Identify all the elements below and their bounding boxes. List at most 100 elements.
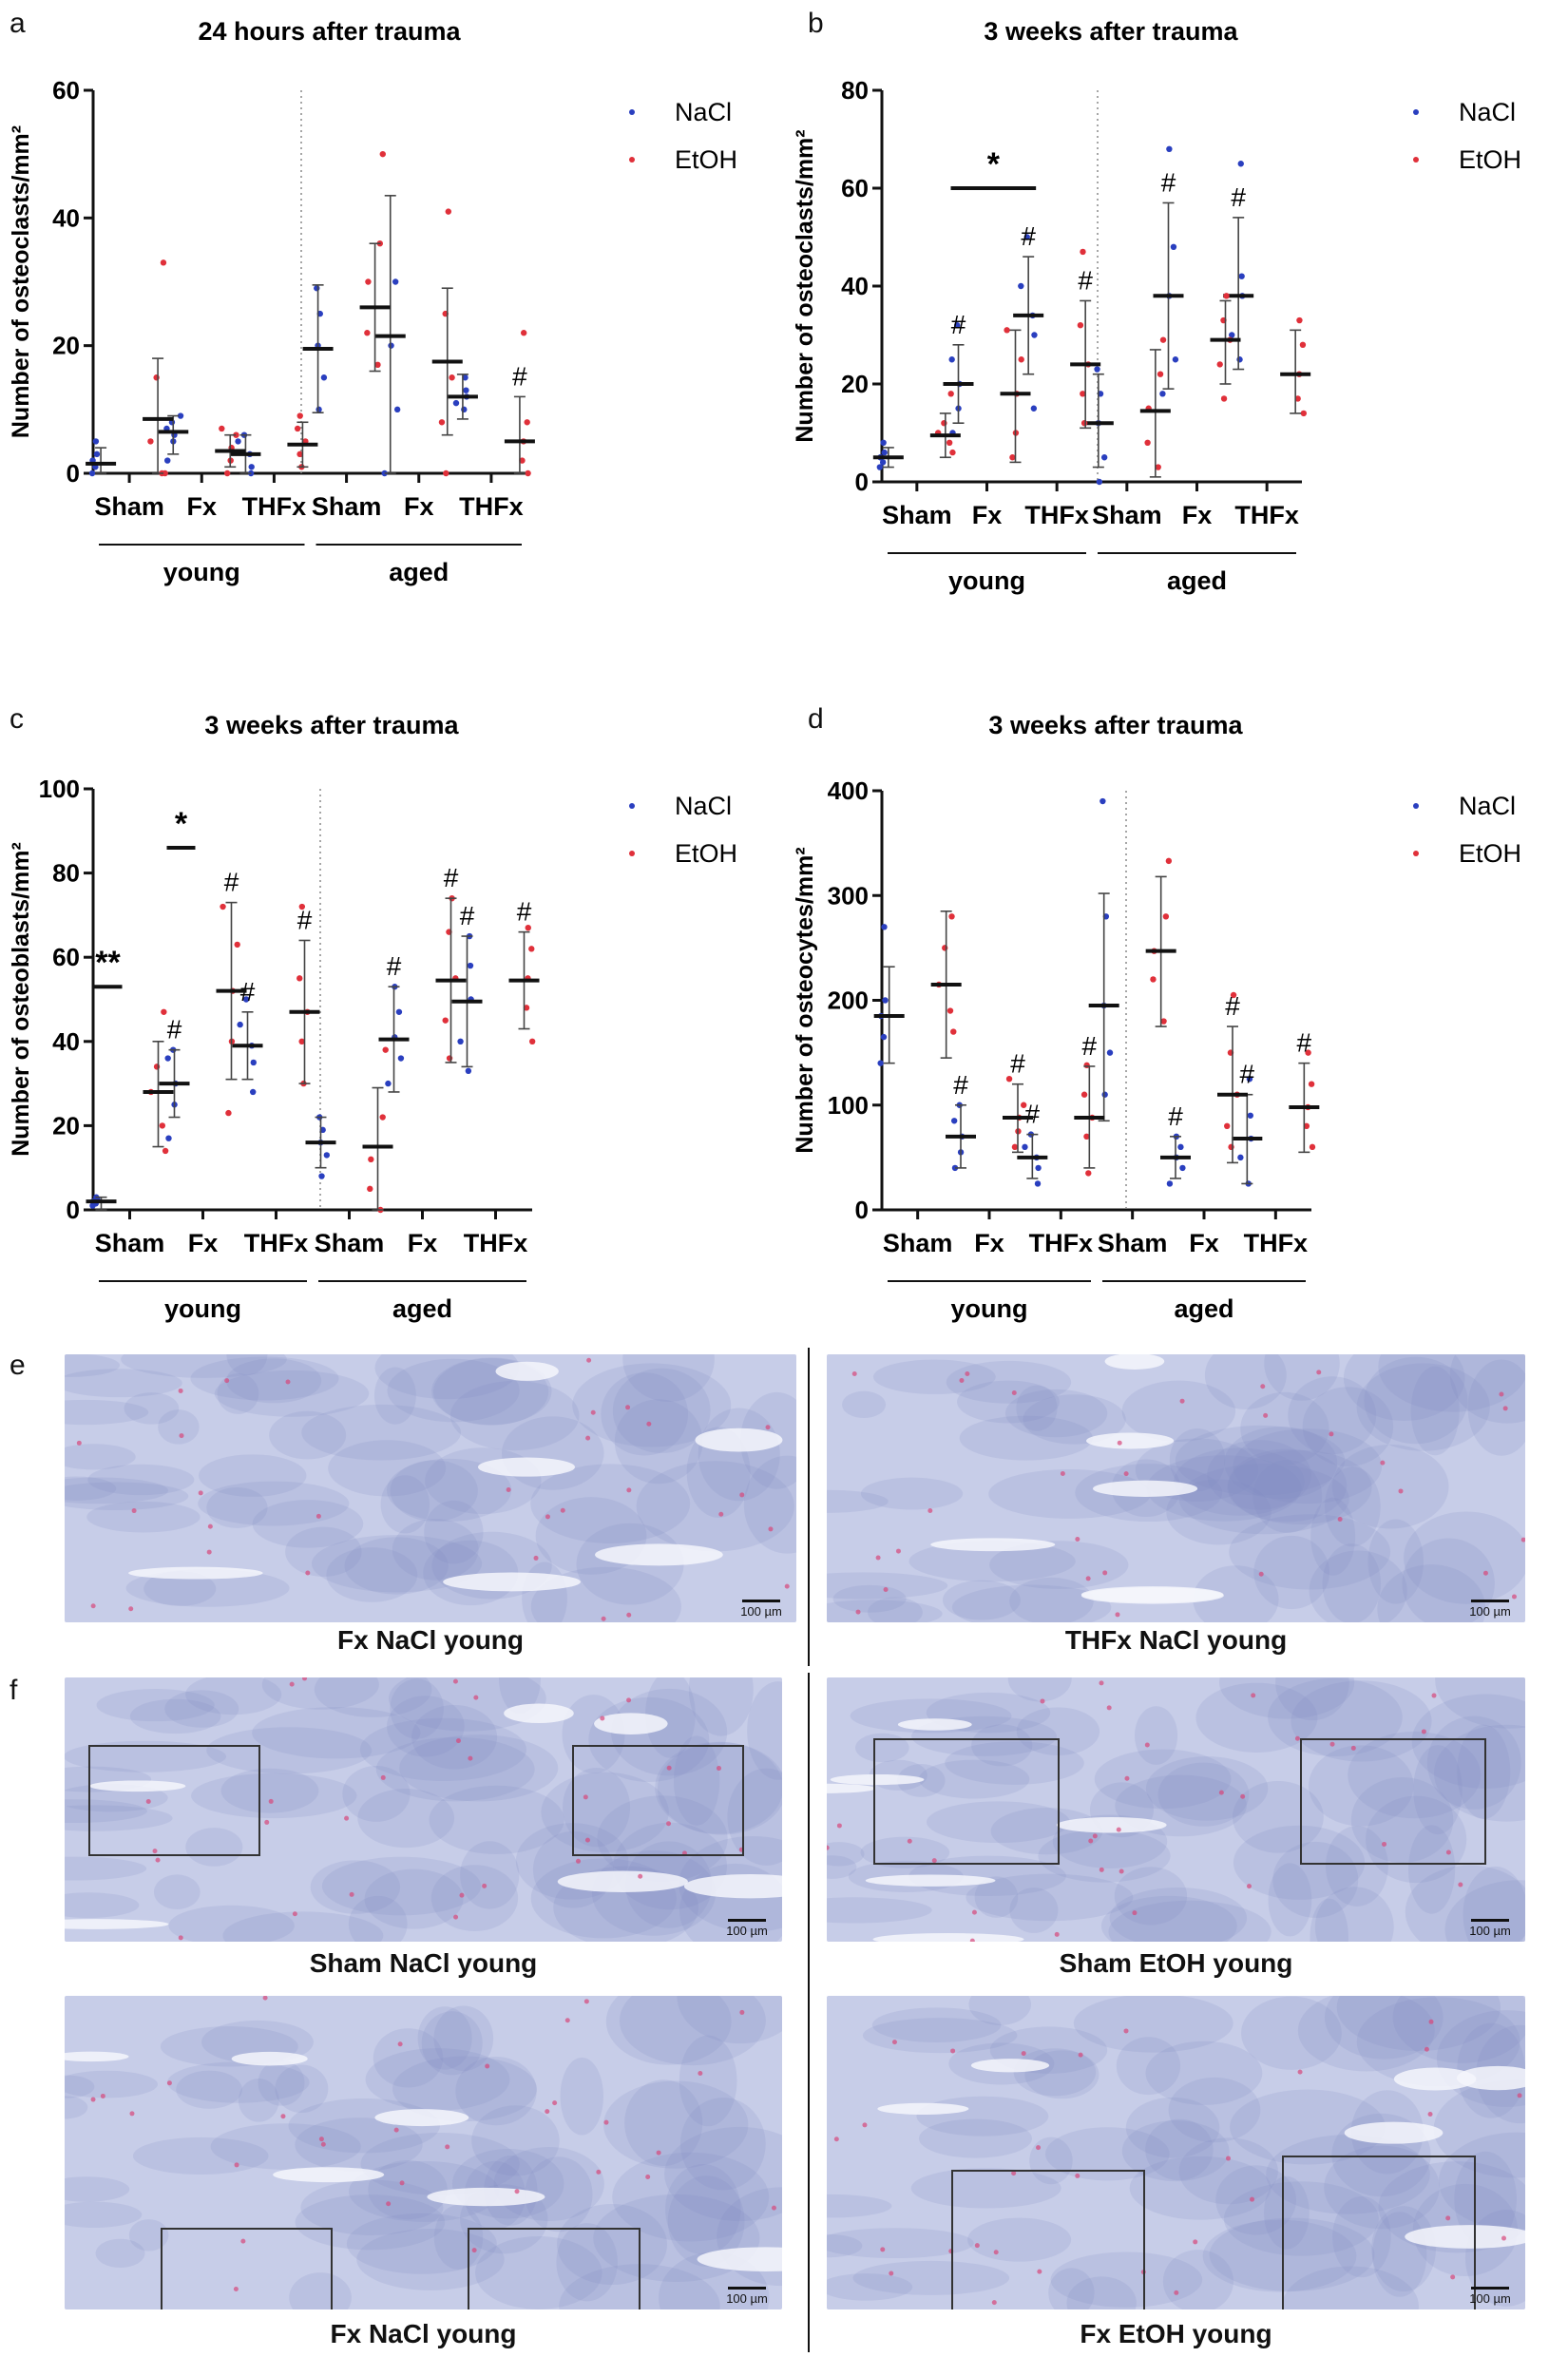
tissue-region xyxy=(1145,2118,1214,2181)
tissue-region xyxy=(916,2096,1049,2137)
tissue-region xyxy=(1463,1866,1525,1942)
data-point xyxy=(1166,145,1173,152)
tissue-region xyxy=(348,2160,500,2222)
data-point xyxy=(379,150,386,158)
stain-spot xyxy=(1106,1705,1112,1711)
stain-spot xyxy=(397,2041,403,2047)
y-tick-label: 20 xyxy=(841,370,869,398)
tissue-region xyxy=(301,1404,462,1461)
tissue-region xyxy=(258,2060,305,2106)
tissue-region xyxy=(289,2272,352,2309)
tissue-region xyxy=(1343,1354,1465,1421)
tissue-region xyxy=(612,2152,770,2242)
data-point xyxy=(1299,341,1307,348)
tissue-region xyxy=(1433,1724,1525,1822)
stain-spot xyxy=(1036,2145,1042,2151)
data-point xyxy=(1018,356,1024,363)
tissue-region xyxy=(1145,1756,1269,1821)
stain-spot xyxy=(907,1838,912,1844)
stain-spot xyxy=(862,2122,868,2128)
data-point xyxy=(1300,410,1308,417)
tissue-region xyxy=(417,2006,472,2070)
tissue-region xyxy=(1230,2089,1386,2165)
tissue-region xyxy=(1121,2120,1230,2182)
tissue-region xyxy=(827,2194,892,2218)
data-point xyxy=(950,1118,958,1124)
stain-spot xyxy=(545,1514,550,1520)
tissue-region xyxy=(1227,1449,1372,1525)
y-tick-label: 200 xyxy=(828,987,869,1015)
group-label: aged xyxy=(1167,566,1227,595)
tissue-region xyxy=(1038,1829,1171,1883)
tissue-region xyxy=(421,2011,483,2076)
data-point xyxy=(877,1060,884,1066)
tissue-gap xyxy=(865,1874,996,1887)
tissue-region xyxy=(252,1707,421,1759)
tissue-region xyxy=(827,1842,865,1867)
data-point xyxy=(249,1088,257,1096)
stain-spot xyxy=(207,1523,213,1529)
x-tick-label: THFx xyxy=(1234,501,1299,529)
data-point xyxy=(225,1109,232,1117)
tissue-region xyxy=(1219,1677,1355,1719)
x-tick-label: Sham xyxy=(1092,501,1162,529)
data-point xyxy=(876,464,884,470)
tissue-region xyxy=(191,1773,357,1819)
stain-spot xyxy=(1123,2028,1129,2034)
data-point xyxy=(296,450,303,458)
stain-spot xyxy=(583,1999,589,2004)
stain-spot xyxy=(1174,2290,1179,2295)
tissue-gap xyxy=(930,1538,1056,1552)
tissue-region xyxy=(1108,1900,1272,1942)
tissue-gap xyxy=(872,1933,1024,1942)
stain-spot xyxy=(1502,1406,1508,1411)
tissue-region xyxy=(1193,1565,1279,1622)
tissue-region xyxy=(285,1526,362,1577)
tissue-region xyxy=(655,1741,782,1834)
tissue-region xyxy=(1449,1354,1525,1424)
tissue-region xyxy=(1356,1363,1490,1451)
tissue-region xyxy=(210,2123,361,2170)
tissue-region xyxy=(238,2079,279,2122)
tissue-region xyxy=(1310,1898,1348,1942)
tissue-region xyxy=(121,1354,287,1378)
tissue-region xyxy=(974,1876,1019,1918)
data-point xyxy=(298,903,306,910)
data-point xyxy=(442,1017,449,1024)
stain-spot xyxy=(1517,2093,1522,2098)
tissue-region xyxy=(614,1399,703,1485)
stain-spot xyxy=(1260,1384,1266,1389)
stain-spot xyxy=(784,1583,790,1589)
x-tick-label: THFx xyxy=(464,1229,528,1257)
data-point xyxy=(1179,1164,1186,1172)
tissue-background xyxy=(827,1996,1525,2309)
tissue-region xyxy=(1336,1996,1501,2051)
data-point xyxy=(161,1008,167,1015)
panel-letter-e: e xyxy=(10,1350,26,1381)
tissue-region xyxy=(1371,2206,1436,2292)
tissue-region xyxy=(1378,1354,1525,1412)
legend-marker xyxy=(629,803,635,809)
tissue-gap xyxy=(1056,1817,1167,1833)
tissue-region xyxy=(1175,1425,1346,1496)
stain-spot xyxy=(445,2144,450,2150)
tissue-region xyxy=(357,1789,455,1849)
tissue-region xyxy=(167,2061,310,2103)
stain-spot xyxy=(1060,1470,1065,1476)
hash-marker: # xyxy=(1021,221,1036,251)
tissue-region xyxy=(373,1367,416,1425)
scale-bar-line xyxy=(728,1919,766,1922)
stain-spot xyxy=(264,1819,270,1825)
x-tick-label: Sham xyxy=(883,1229,953,1257)
scale-bar: 100 µm xyxy=(736,1600,787,1619)
hash-marker: # xyxy=(1240,1060,1255,1089)
data-point xyxy=(365,278,372,285)
stain-spot xyxy=(991,2300,997,2306)
tissue-region xyxy=(185,1828,243,1867)
x-tick-label: THFx xyxy=(242,492,307,521)
scale-bar: 100 µm xyxy=(1464,2287,1516,2306)
data-point xyxy=(1004,327,1010,334)
stain-spot xyxy=(482,1883,488,1888)
tissue-region xyxy=(65,1799,147,1824)
tissue-region xyxy=(217,1372,259,1414)
